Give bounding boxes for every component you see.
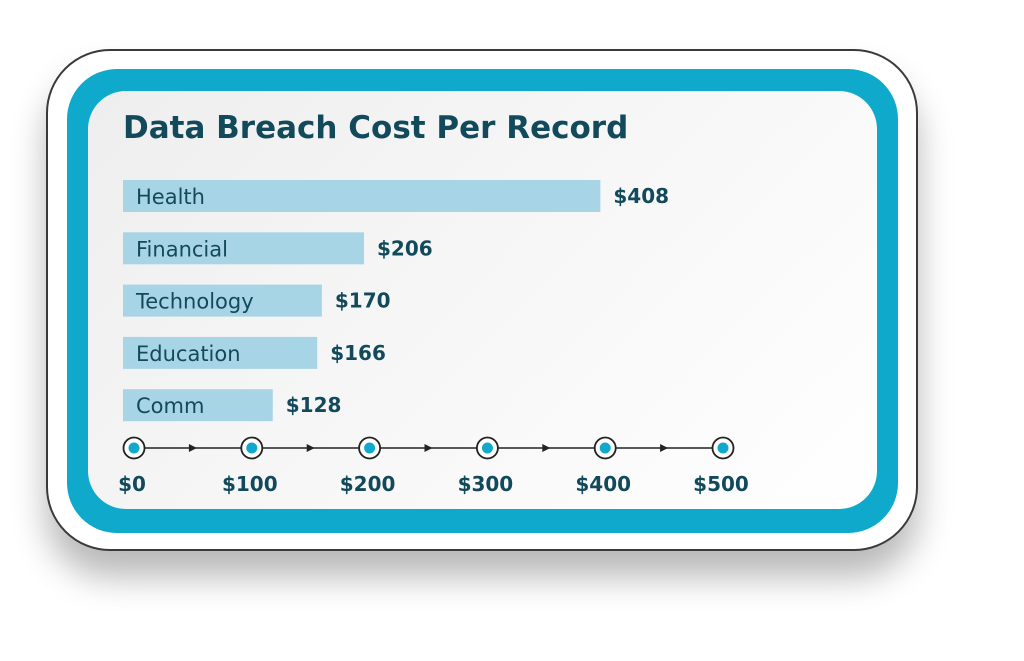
axis-arrow [660,444,669,452]
axis-tick-label: $400 [575,472,631,496]
bar-education [123,336,318,369]
axis-tick-label: $200 [340,472,396,496]
data-label: $206 [377,236,433,260]
axis-tick-label: $100 [222,472,278,496]
axis-tick-dot [599,442,611,454]
category-label: Education [136,342,241,366]
bar-financial [123,232,365,265]
data-label: $170 [335,289,391,313]
axis-arrow [306,444,315,452]
axis-tick-dot [481,442,493,454]
data-label: $166 [330,341,386,365]
axis-arrow [424,444,433,452]
axis-tick-label: $0 [118,472,146,496]
chart-title: Data Breach Cost Per Record [123,110,629,146]
axis-tick-dot [717,442,729,454]
axis-tick-label: $500 [693,472,749,496]
category-label: Health [136,185,205,209]
axis-tick-dot [364,442,376,454]
bar-comm [123,389,273,422]
axis-tick-dot [128,442,140,454]
category-label: Technology [135,290,254,314]
bar-technology [123,284,322,317]
bar-health [123,180,601,212]
data-label: $408 [613,184,669,208]
axis-arrow [188,444,197,452]
axis-arrow [542,444,551,452]
axis-tick-label: $300 [458,472,514,496]
axis-tick-dot [246,442,258,454]
category-label: Comm [136,394,204,418]
data-label: $128 [286,393,342,417]
category-label: Financial [136,237,228,261]
